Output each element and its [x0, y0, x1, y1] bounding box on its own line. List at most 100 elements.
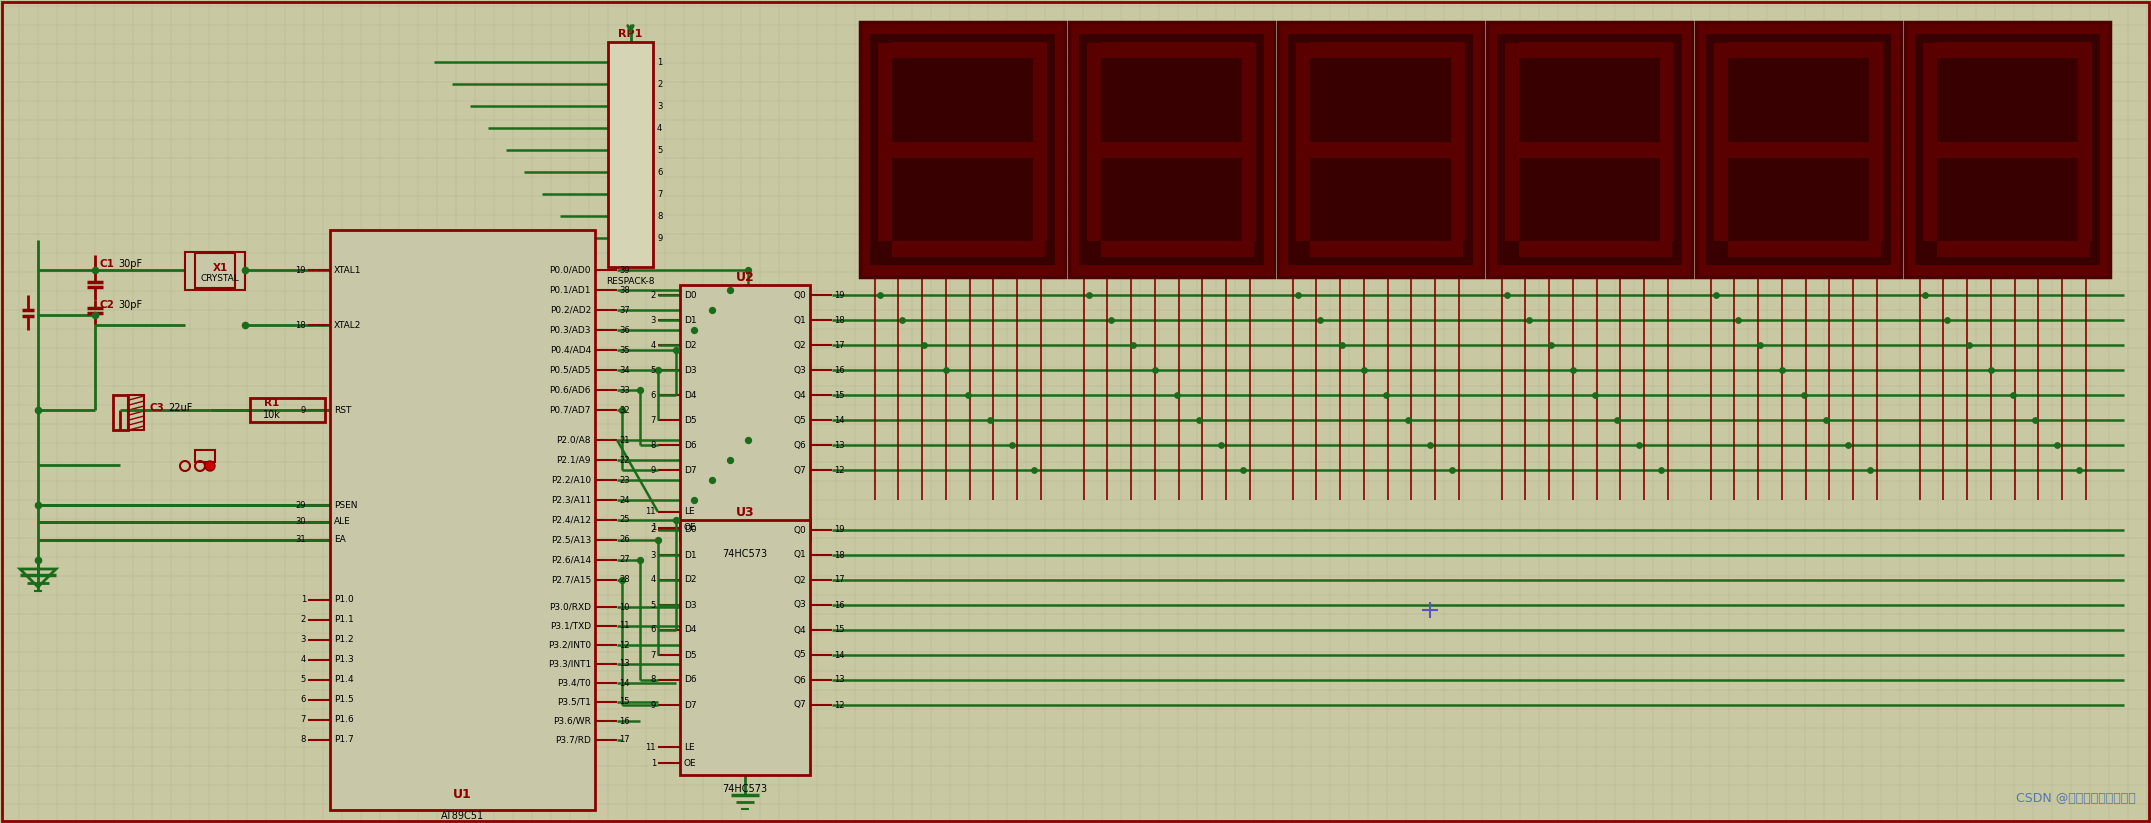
Bar — [1923, 142, 1938, 241]
Point — [695, 473, 729, 486]
Text: 1: 1 — [301, 596, 305, 605]
Text: 16: 16 — [835, 601, 845, 610]
Text: 30: 30 — [295, 518, 305, 527]
Bar — [1938, 42, 2091, 58]
Point — [1929, 314, 1964, 327]
Text: 17: 17 — [835, 341, 845, 350]
Point — [1017, 463, 1052, 477]
Text: 3: 3 — [301, 635, 305, 644]
Bar — [1310, 142, 1463, 158]
Text: 74HC573: 74HC573 — [723, 549, 768, 559]
Bar — [680, 520, 811, 775]
Text: 23: 23 — [619, 476, 630, 485]
Text: 8: 8 — [650, 440, 656, 449]
Text: P2.7/A15: P2.7/A15 — [551, 575, 592, 584]
Point — [1622, 439, 1656, 452]
Text: P1.1: P1.1 — [333, 616, 353, 625]
Text: P3.4/T0: P3.4/T0 — [557, 678, 592, 687]
Bar — [893, 42, 1045, 58]
Text: P0.2/AD2: P0.2/AD2 — [551, 305, 592, 314]
Text: 31: 31 — [295, 536, 305, 545]
Point — [1787, 388, 1822, 402]
Bar — [1661, 43, 1673, 142]
Point — [929, 364, 964, 377]
Text: CRYSTAL: CRYSTAL — [200, 273, 239, 282]
Text: 15: 15 — [619, 698, 630, 706]
Bar — [2078, 142, 2093, 241]
Point — [1491, 288, 1525, 301]
Point — [1435, 463, 1469, 477]
Text: RST: RST — [333, 406, 351, 415]
Point — [1512, 314, 1547, 327]
Bar — [860, 22, 1065, 277]
Bar — [1519, 42, 1671, 58]
Text: D3: D3 — [684, 365, 697, 374]
Point — [908, 338, 942, 351]
Text: AT89C51: AT89C51 — [441, 811, 484, 821]
Text: Q4: Q4 — [794, 390, 807, 399]
Text: 10: 10 — [619, 602, 630, 611]
Text: 32: 32 — [619, 406, 630, 415]
Text: 9: 9 — [652, 466, 656, 475]
Text: 6: 6 — [650, 625, 656, 635]
Point — [972, 413, 1007, 426]
Point — [863, 288, 897, 301]
Text: 22uF: 22uF — [168, 403, 191, 413]
Text: C3: C3 — [151, 403, 166, 413]
Point — [228, 319, 262, 332]
Bar — [1297, 43, 1310, 142]
Text: 9: 9 — [656, 234, 663, 243]
Text: 19: 19 — [835, 291, 845, 300]
Bar — [1869, 142, 1882, 241]
Text: Q6: Q6 — [794, 676, 807, 685]
Text: XTAL1: XTAL1 — [333, 266, 361, 275]
Bar — [1086, 142, 1101, 241]
Point — [712, 453, 746, 467]
Text: Q4: Q4 — [794, 625, 807, 635]
Text: 15: 15 — [835, 625, 845, 635]
Point — [1831, 439, 1865, 452]
Text: X1: X1 — [213, 263, 228, 273]
Text: P3.0/RXD: P3.0/RXD — [549, 602, 592, 611]
Bar — [1923, 43, 1938, 142]
Point — [1699, 288, 1734, 301]
Text: 17: 17 — [835, 575, 845, 584]
Point — [1721, 314, 1755, 327]
Text: PSEN: PSEN — [333, 500, 357, 509]
Text: CSDN @一个爱折腾的小人物: CSDN @一个爱折腾的小人物 — [2015, 792, 2136, 805]
Point — [641, 364, 675, 377]
Point — [1226, 463, 1260, 477]
Bar — [2078, 43, 2093, 142]
Text: 35: 35 — [619, 346, 630, 355]
Text: Q2: Q2 — [794, 575, 807, 584]
Text: 4: 4 — [656, 123, 663, 133]
Point — [624, 384, 658, 397]
Bar — [1241, 43, 1256, 142]
Point — [1809, 413, 1843, 426]
Text: P0.0/AD0: P0.0/AD0 — [549, 266, 592, 275]
Text: 30pF: 30pF — [118, 300, 142, 310]
Text: P1.0: P1.0 — [333, 596, 353, 605]
Point — [1304, 314, 1338, 327]
Point — [994, 439, 1028, 452]
Point — [1951, 338, 1985, 351]
Text: D4: D4 — [684, 390, 697, 399]
Text: P1.3: P1.3 — [333, 655, 353, 664]
Text: U2: U2 — [736, 271, 755, 283]
Point — [604, 403, 639, 416]
Text: 19: 19 — [835, 526, 845, 534]
Text: D1: D1 — [684, 551, 697, 560]
Text: ALE: ALE — [333, 518, 351, 527]
Text: 12: 12 — [835, 700, 845, 709]
Text: D2: D2 — [684, 575, 697, 584]
Point — [1600, 413, 1635, 426]
Text: 10k: 10k — [262, 410, 282, 420]
Point — [1325, 338, 1359, 351]
Text: P0.5/AD5: P0.5/AD5 — [549, 365, 592, 374]
Text: 4: 4 — [652, 341, 656, 350]
Bar — [1714, 43, 1727, 142]
Text: 11: 11 — [619, 621, 630, 630]
Point — [604, 574, 639, 587]
Bar — [1297, 142, 1310, 241]
Text: 2: 2 — [301, 616, 305, 625]
